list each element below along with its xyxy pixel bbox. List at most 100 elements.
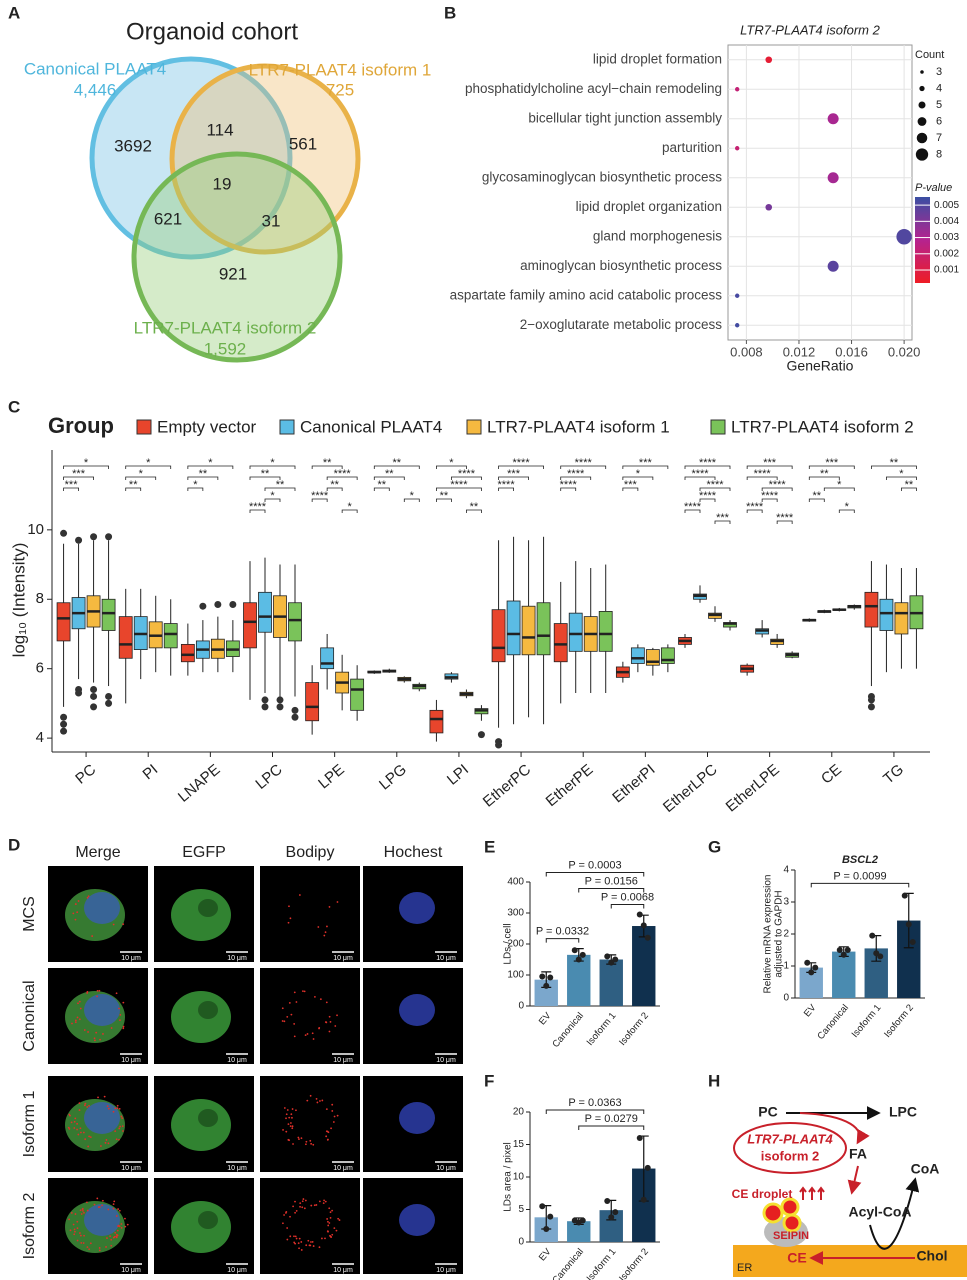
lipid-dot bbox=[120, 1115, 123, 1118]
lipid-dot bbox=[310, 1204, 313, 1207]
significance-label: **** bbox=[699, 490, 717, 502]
legend-label: 3 bbox=[936, 66, 942, 78]
lipid-dot bbox=[104, 1141, 107, 1144]
data-point bbox=[543, 982, 550, 989]
significance-bracket bbox=[311, 465, 343, 469]
lipid-dot bbox=[305, 1244, 308, 1247]
significance-bracket bbox=[871, 465, 917, 469]
lipid-dot bbox=[96, 1197, 99, 1200]
y-tick-label: lipid droplet formation bbox=[593, 51, 722, 66]
comparison-bracket bbox=[545, 872, 645, 877]
lipid-dot bbox=[79, 1232, 81, 1234]
lipid-dot bbox=[76, 1227, 79, 1230]
significance-label: **** bbox=[769, 479, 787, 491]
lipid-dot bbox=[94, 1039, 96, 1042]
lipid-dot bbox=[121, 1117, 124, 1120]
significance-label: ** bbox=[323, 457, 332, 469]
bar bbox=[832, 951, 856, 998]
significance-bracket bbox=[823, 487, 855, 491]
data-point bbox=[636, 911, 643, 918]
lipid-dot bbox=[118, 1138, 120, 1141]
significance-bracket bbox=[808, 476, 840, 480]
data-point bbox=[579, 1217, 586, 1224]
lipid-dot bbox=[76, 1220, 79, 1223]
significance-label: **** bbox=[706, 479, 724, 491]
significance-label: *** bbox=[825, 457, 839, 469]
lipid-dot bbox=[319, 998, 322, 1001]
node-label: CE droplet bbox=[732, 1187, 793, 1201]
box bbox=[879, 598, 894, 631]
region-count: 3692 bbox=[114, 136, 152, 155]
data-point bbox=[604, 953, 611, 960]
lipid-dot bbox=[334, 1025, 337, 1027]
significance-bracket bbox=[498, 487, 514, 491]
bar bbox=[632, 926, 656, 1006]
node-label: ER bbox=[737, 1262, 752, 1274]
comparison-label: P = 0.0003 bbox=[568, 859, 621, 871]
panel-label: E bbox=[484, 837, 495, 856]
box bbox=[258, 591, 272, 633]
lipid-dot bbox=[82, 1242, 85, 1244]
lipid-dot bbox=[316, 1101, 319, 1104]
scale-bar-label: 10 μm bbox=[227, 1057, 247, 1064]
box bbox=[521, 605, 536, 656]
significance-label: ** bbox=[890, 457, 899, 469]
legend-swatch bbox=[466, 419, 482, 435]
lipid-dot bbox=[325, 1021, 328, 1024]
lipid-dot bbox=[321, 1237, 323, 1240]
x-tick-label: EtherPC bbox=[480, 761, 534, 811]
significance-bracket bbox=[125, 465, 172, 469]
lipid-dot bbox=[309, 1139, 312, 1142]
lipid-dot bbox=[300, 1137, 303, 1140]
lipid-dot bbox=[98, 1206, 101, 1208]
significance-label: **** bbox=[560, 479, 578, 491]
y-tick-label: parturition bbox=[662, 140, 722, 155]
lipid-dot bbox=[294, 1211, 296, 1214]
lipid-dot bbox=[115, 992, 118, 995]
comparison-bracket bbox=[578, 1125, 645, 1131]
lipid-dot bbox=[82, 1131, 85, 1134]
significance-bracket bbox=[684, 476, 716, 480]
x-tick-label: LPG bbox=[376, 761, 410, 793]
outlier bbox=[214, 600, 222, 608]
significance-label: **** bbox=[311, 490, 329, 502]
box bbox=[350, 678, 365, 711]
lipid-dot bbox=[118, 1127, 121, 1130]
lipid-dot bbox=[297, 1242, 300, 1245]
lipid-dot bbox=[110, 1244, 113, 1247]
significance-bracket bbox=[326, 487, 343, 491]
box-plot: Group Empty vector Canonical PLAAT4 LTR7-PL… bbox=[9, 413, 930, 816]
box bbox=[536, 602, 551, 656]
dot bbox=[827, 113, 839, 125]
significance-label: ** bbox=[393, 457, 402, 469]
lipid-dot bbox=[328, 1207, 331, 1210]
significance-label: ** bbox=[905, 479, 914, 491]
lipid-dot bbox=[109, 1235, 112, 1238]
x-tick-label: PI bbox=[140, 761, 162, 783]
lipid-dot bbox=[289, 1125, 292, 1128]
lipid-dot bbox=[292, 1205, 295, 1208]
lipid-dot bbox=[329, 1211, 332, 1214]
lipid-dot bbox=[309, 1244, 312, 1247]
lipid-dot bbox=[114, 1130, 117, 1133]
enzyme-outline bbox=[733, 1122, 847, 1174]
panel-label: C bbox=[8, 397, 20, 416]
lipid-dot bbox=[310, 1241, 312, 1243]
significance-bracket bbox=[125, 487, 142, 491]
chart-title: LTR7-PLAAT4 isoform 2 bbox=[740, 22, 880, 37]
row-label: Isoform 2 bbox=[21, 1193, 38, 1260]
lipid-dot bbox=[89, 1242, 92, 1245]
lipid-dot bbox=[336, 901, 339, 903]
legend-swatch bbox=[710, 419, 726, 435]
significance-bracket bbox=[838, 509, 855, 513]
lipid-dot bbox=[117, 1208, 120, 1210]
lipid-dot bbox=[311, 1241, 314, 1243]
lipid-droplet bbox=[782, 1213, 802, 1233]
data-point bbox=[539, 973, 546, 980]
data-point bbox=[575, 956, 582, 963]
scale-bar-label: 10 μm bbox=[436, 1057, 456, 1064]
lipid-dot bbox=[332, 1121, 335, 1123]
y-tick-label: aspartate family amino acid catabolic pr… bbox=[450, 287, 723, 302]
legend-dot bbox=[917, 117, 927, 126]
